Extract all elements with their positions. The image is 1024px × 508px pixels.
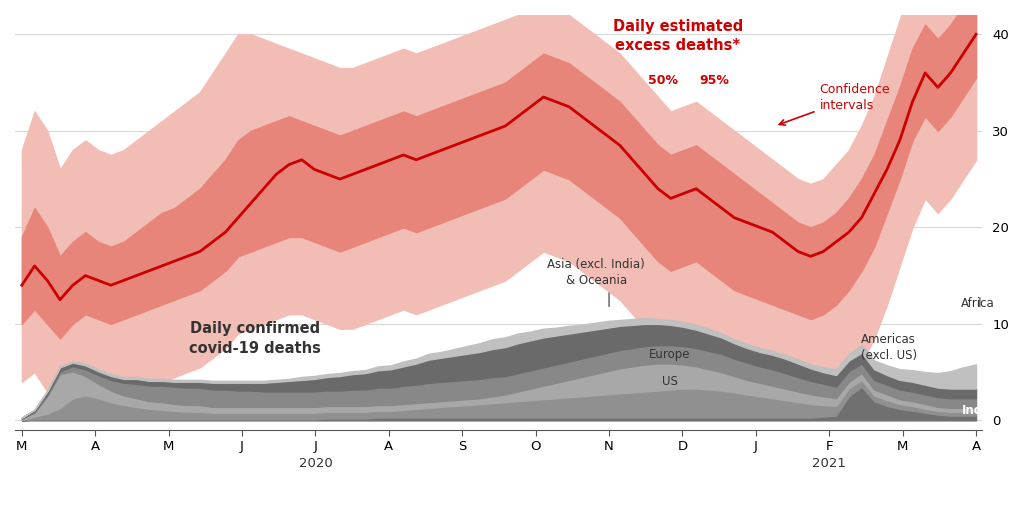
Text: 2021: 2021 — [812, 457, 846, 470]
Text: Africa: Africa — [962, 297, 995, 310]
Text: US: US — [662, 375, 678, 388]
Text: 50%: 50% — [648, 74, 678, 87]
Text: 2020: 2020 — [299, 457, 333, 470]
Text: Daily estimated
excess deaths*: Daily estimated excess deaths* — [612, 19, 743, 53]
Text: 95%: 95% — [699, 74, 729, 87]
Text: Europe: Europe — [649, 348, 690, 361]
Text: Americas
(excl. US): Americas (excl. US) — [861, 333, 918, 363]
Text: Confidence
intervals: Confidence intervals — [779, 82, 890, 125]
Text: Asia (excl. India)
& Oceania: Asia (excl. India) & Oceania — [548, 258, 645, 287]
Text: Daily confirmed
covid-19 deaths: Daily confirmed covid-19 deaths — [188, 321, 321, 356]
Text: India: India — [962, 403, 995, 417]
